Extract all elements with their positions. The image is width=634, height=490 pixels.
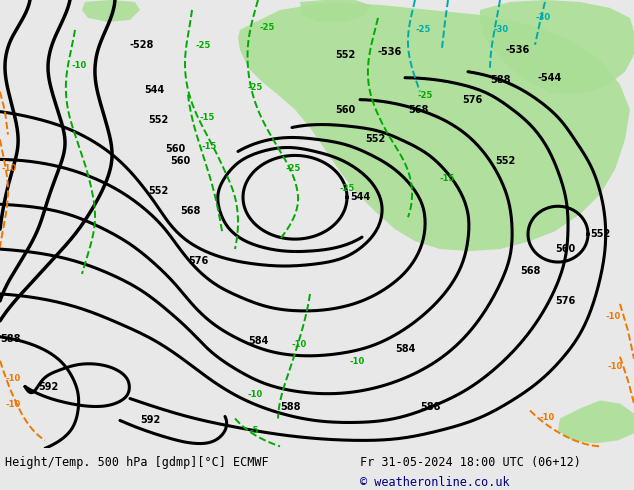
- Text: 560: 560: [555, 244, 575, 254]
- Text: -15: -15: [440, 174, 455, 183]
- Text: -528: -528: [130, 40, 154, 50]
- Text: -544: -544: [538, 73, 562, 83]
- Text: -15: -15: [200, 113, 216, 122]
- Text: -25: -25: [340, 184, 356, 193]
- Text: 568: 568: [180, 206, 200, 216]
- Text: -5: -5: [250, 426, 259, 436]
- Text: 576: 576: [462, 95, 482, 105]
- Text: 592: 592: [140, 416, 160, 425]
- Text: 552: 552: [590, 229, 611, 239]
- Text: 576: 576: [555, 296, 575, 306]
- Text: 588: 588: [280, 401, 301, 412]
- Text: 552: 552: [148, 186, 168, 196]
- Text: -10: -10: [540, 414, 555, 422]
- Text: -536: -536: [378, 47, 402, 57]
- Text: Height/Temp. 500 hPa [gdmp][°C] ECMWF: Height/Temp. 500 hPa [gdmp][°C] ECMWF: [5, 456, 269, 469]
- Text: 588: 588: [0, 334, 20, 344]
- Polygon shape: [480, 0, 634, 95]
- Text: 544: 544: [144, 85, 164, 95]
- Text: -10: -10: [605, 312, 620, 321]
- Text: -10: -10: [2, 164, 17, 173]
- Text: -10: -10: [248, 390, 263, 398]
- Text: 568: 568: [520, 266, 540, 276]
- Text: -10: -10: [5, 373, 20, 383]
- Text: 592: 592: [38, 382, 58, 392]
- Text: 588: 588: [420, 401, 441, 412]
- Text: 560: 560: [170, 156, 190, 167]
- Text: 552: 552: [365, 134, 385, 145]
- Text: -10: -10: [350, 357, 365, 366]
- Text: -30: -30: [494, 25, 509, 34]
- Text: -25: -25: [418, 91, 434, 99]
- Text: 552: 552: [335, 50, 355, 60]
- Polygon shape: [300, 0, 370, 22]
- Text: 544: 544: [350, 192, 370, 202]
- Text: -25: -25: [285, 164, 301, 173]
- Text: -10: -10: [608, 362, 623, 370]
- Text: Fr 31-05-2024 18:00 UTC (06+12): Fr 31-05-2024 18:00 UTC (06+12): [360, 456, 581, 469]
- Text: -30: -30: [535, 13, 550, 22]
- Text: -10: -10: [292, 340, 307, 349]
- Text: -25: -25: [248, 83, 263, 92]
- Text: 568: 568: [408, 104, 429, 115]
- Text: -25: -25: [260, 23, 275, 32]
- Polygon shape: [238, 2, 630, 251]
- Text: -25: -25: [415, 25, 430, 34]
- Text: © weatheronline.co.uk: © weatheronline.co.uk: [360, 476, 510, 489]
- Text: -10: -10: [5, 399, 20, 409]
- Text: 584: 584: [248, 336, 268, 346]
- Text: 552: 552: [495, 156, 515, 167]
- Text: 560: 560: [335, 104, 355, 115]
- Polygon shape: [82, 0, 140, 22]
- Text: -15: -15: [202, 143, 217, 151]
- Text: 584: 584: [395, 343, 415, 354]
- Text: 576: 576: [188, 256, 208, 266]
- Text: 560: 560: [165, 145, 185, 154]
- Text: 552: 552: [148, 115, 168, 124]
- Polygon shape: [558, 400, 634, 443]
- Text: -10: -10: [72, 61, 87, 70]
- Text: -25: -25: [195, 41, 210, 50]
- Text: 588: 588: [490, 74, 510, 85]
- Text: -536: -536: [505, 45, 529, 55]
